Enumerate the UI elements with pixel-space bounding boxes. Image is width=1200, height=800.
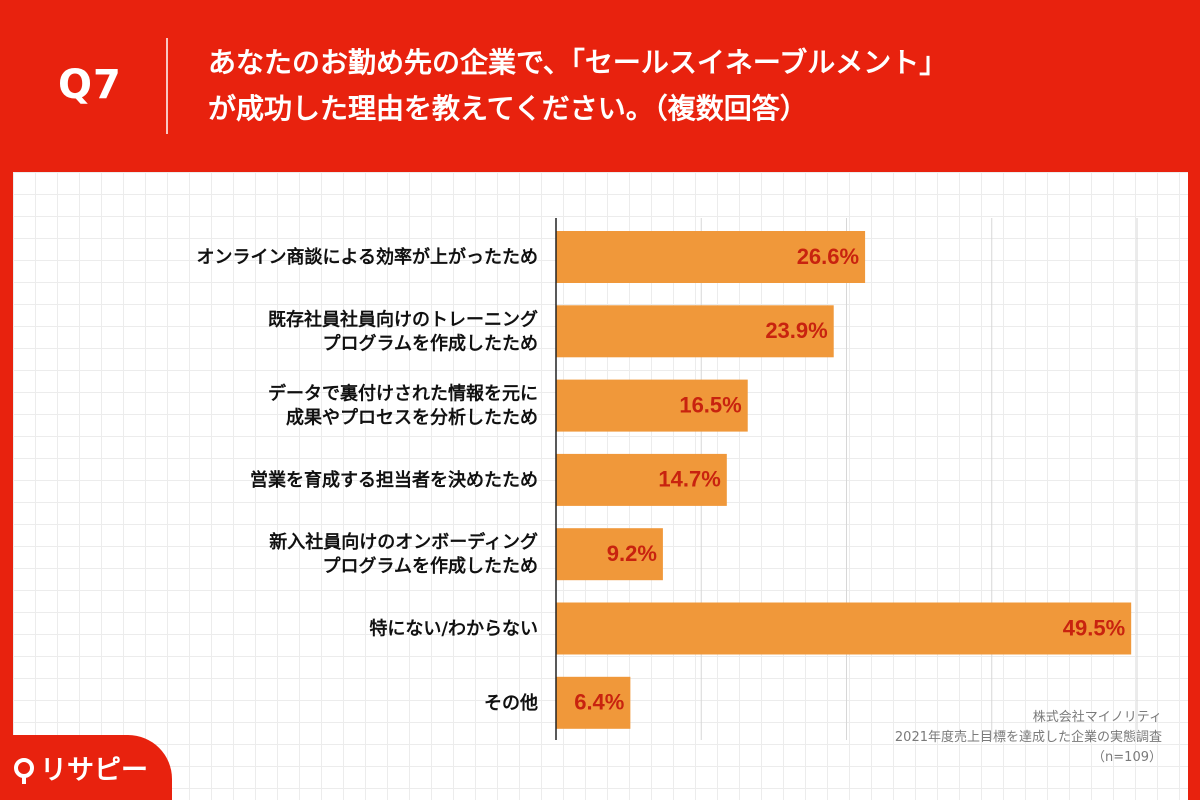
value-label-4: 9.2% bbox=[607, 541, 657, 566]
logo-text: リサピー bbox=[40, 755, 148, 786]
bar-3 bbox=[556, 453, 727, 506]
bar-4 bbox=[556, 528, 663, 581]
category-label-4-0: 新入社員向けのオンボーディング bbox=[269, 531, 538, 553]
category-label-6-0: その他 bbox=[484, 692, 538, 714]
category-label-0-0: オンライン商談による効率が上がったため bbox=[197, 246, 538, 268]
header-divider bbox=[166, 38, 168, 134]
value-label-5: 49.5% bbox=[1063, 615, 1125, 640]
category-label-5-0: 特にない/わからない bbox=[369, 618, 538, 640]
category-label-2-0: データで裏付けされた情報を元に bbox=[268, 383, 538, 405]
question-title-line-1: あなたのお勤め先の企業で、「セールスイネーブルメント」 bbox=[208, 46, 948, 79]
bar-0 bbox=[556, 231, 866, 283]
value-label-1: 23.9% bbox=[765, 318, 827, 343]
header: Q7 あなたのお勤め先の企業で、「セールスイネーブルメント」 が成功した理由を教… bbox=[0, 0, 1200, 170]
question-title-line-2: が成功した理由を教えてください。（複数回答） bbox=[208, 92, 808, 125]
source-company: 株式会社マイノリティ bbox=[1032, 710, 1162, 725]
brand-logo: リサピー bbox=[14, 748, 148, 787]
category-label-2-1: 成果やプロセスを分析したため bbox=[286, 407, 538, 429]
bar-2 bbox=[556, 379, 748, 432]
bar-5 bbox=[556, 602, 1132, 655]
value-label-3: 14.7% bbox=[658, 467, 720, 492]
source-note: 株式会社マイノリティ 2021年度売上目標を達成した企業の実態調査 （n=109… bbox=[895, 708, 1162, 768]
source-survey: 2021年度売上目標を達成した企業の実態調査 bbox=[894, 730, 1162, 745]
question-title: あなたのお勤め先の企業で、「セールスイネーブルメント」 が成功した理由を教えてく… bbox=[208, 40, 1168, 132]
bar-6 bbox=[556, 676, 631, 729]
pin-icon bbox=[14, 757, 34, 784]
question-number: Q7 bbox=[58, 62, 122, 108]
category-label-4-1: プログラムを作成したため bbox=[323, 555, 538, 577]
value-label-0: 26.6% bbox=[797, 244, 859, 269]
value-label-2: 16.5% bbox=[679, 392, 741, 417]
category-label-1-0: 既存社員社員向けのトレーニング bbox=[268, 308, 538, 330]
value-label-6: 6.4% bbox=[574, 690, 624, 715]
source-sample-size: （n=109） bbox=[1092, 750, 1162, 765]
category-label-1-1: プログラムを作成したため bbox=[323, 332, 538, 354]
bar-1 bbox=[556, 305, 834, 358]
category-label-3-0: 営業を育成する担当者を決めたため bbox=[250, 469, 538, 491]
